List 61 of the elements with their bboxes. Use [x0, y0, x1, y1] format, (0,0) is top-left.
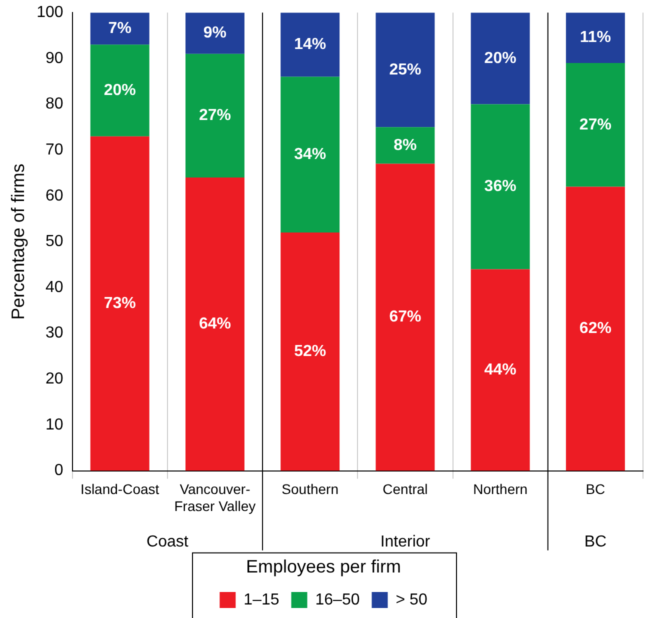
bar — [90, 44, 150, 136]
y-tick-label: 20 — [46, 370, 64, 388]
x-tick-label: Island-Coast — [80, 481, 160, 498]
y-tick-label: 90 — [46, 50, 64, 67]
data-label: 34% — [294, 146, 326, 164]
data-label: 25% — [389, 61, 422, 78]
bar — [185, 178, 244, 471]
y-tick-label: 70 — [46, 141, 64, 158]
text: Interior — [380, 533, 431, 550]
text: BC — [584, 533, 607, 550]
bar — [470, 12, 530, 104]
data-label: 27% — [579, 116, 612, 134]
bar — [376, 127, 435, 164]
data-label: 52% — [294, 343, 326, 360]
y-tick-label: 100 — [36, 4, 64, 22]
bar — [280, 76, 340, 233]
y-tick-label: 80 — [46, 96, 64, 113]
data-label: 20% — [104, 82, 136, 99]
y-tick-label: 50 — [46, 233, 64, 250]
data-label: 9% — [203, 24, 227, 42]
x-tick-label: Central — [382, 481, 428, 498]
x-tick-label: BC — [586, 481, 606, 498]
bar — [376, 164, 435, 471]
data-label: 7% — [108, 20, 132, 38]
legend-title: Employees per firm — [246, 556, 402, 576]
y-tick-label: 60 — [46, 187, 64, 204]
data-label: 62% — [579, 320, 612, 338]
y-tick-label: 10 — [46, 416, 64, 434]
bar — [280, 232, 340, 471]
data-label: 73% — [104, 294, 136, 312]
data-label: 8% — [394, 136, 417, 154]
y-tick-label: 0 — [54, 462, 64, 480]
bar — [185, 54, 244, 178]
data-label: 64% — [198, 316, 231, 333]
data-label: 44% — [484, 361, 516, 378]
bar — [566, 63, 625, 187]
y-tick-label: 30 — [46, 324, 64, 342]
data-label: 36% — [484, 178, 516, 196]
bar — [185, 12, 244, 54]
bar — [376, 12, 435, 128]
text: Coast — [146, 533, 189, 550]
data-label: 14% — [294, 36, 326, 54]
bar — [566, 186, 625, 471]
bar — [90, 136, 150, 471]
y-tick-label: 40 — [46, 278, 64, 296]
data-label: 11% — [580, 29, 612, 46]
legend-label: 16–50 — [315, 591, 360, 608]
bar — [90, 12, 150, 45]
data-label: 67% — [389, 308, 422, 326]
x-tick-label: Southern — [282, 481, 339, 498]
bar — [566, 12, 625, 63]
x-tick-label: Vancouver-Fraser Valley — [174, 481, 256, 514]
bar — [470, 104, 530, 270]
legend-label: > 50 — [396, 591, 428, 608]
x-tick-label: Northern — [473, 481, 528, 498]
data-label: 27% — [198, 107, 231, 124]
legend-label: 1–15 — [244, 591, 280, 608]
bar — [280, 12, 340, 77]
bar — [470, 269, 530, 471]
data-label: 20% — [484, 50, 516, 67]
y-axis-title: Percentage of firms — [8, 164, 28, 320]
